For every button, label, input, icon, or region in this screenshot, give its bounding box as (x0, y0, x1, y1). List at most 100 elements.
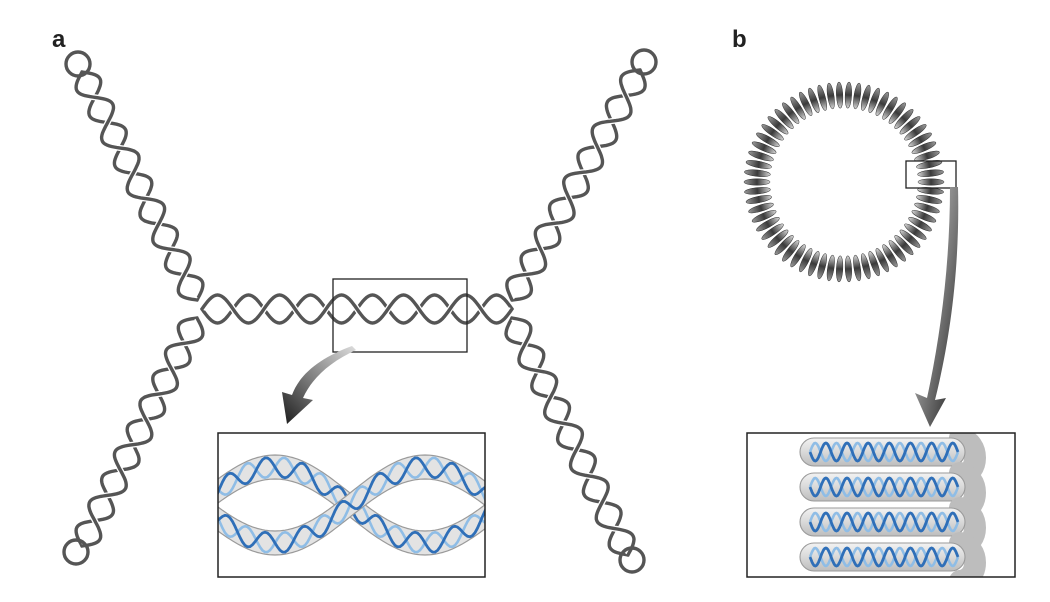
zoom-region-box-a (332, 278, 468, 353)
zoom-arrow-a (282, 346, 356, 424)
toroid-coil-turn (899, 229, 921, 248)
toroid-coil-turn (875, 248, 889, 273)
toroid-coil-turn (748, 202, 774, 214)
strand-halo (502, 316, 629, 558)
toroid-coil-turn (899, 116, 921, 135)
panel-label-a: a (52, 26, 66, 53)
toroid-coil-turn (904, 223, 927, 240)
arm-upper-left (73, 69, 206, 303)
toroid-coil-turn (817, 84, 827, 111)
strand-halo (511, 68, 649, 303)
toroid-coil-turn (836, 255, 844, 283)
toroid-coil-turn (767, 229, 789, 248)
toroid-coil-turn (761, 124, 784, 141)
toroid-coil-turn (751, 141, 777, 154)
strand-halo (81, 316, 206, 549)
zoom-arrow-b (915, 187, 959, 427)
toroid-coil-turn (882, 96, 898, 120)
toroid-coil-turn (861, 253, 871, 280)
toroidal-supercoil (743, 81, 945, 283)
strand (80, 316, 205, 548)
strand-halo (511, 315, 638, 557)
toroid-coil-turn (774, 235, 794, 256)
end-loop (62, 538, 90, 566)
toroid-coil-turn (767, 116, 789, 135)
strand (510, 68, 647, 302)
coil-row (799, 462, 986, 522)
zoom-region-box-b (905, 160, 957, 189)
toroid-coil-turn (868, 251, 880, 277)
toroid-coil-turn (853, 254, 862, 282)
toroid-coil-turn (826, 254, 835, 282)
toroid-coil-turn (808, 251, 820, 277)
coil-row (799, 532, 986, 577)
strand (200, 293, 514, 325)
dna-strand-front (808, 441, 960, 463)
toroid-coil-turn (774, 108, 794, 129)
strand (74, 70, 199, 302)
plectonemic-supercoil (62, 48, 658, 574)
toroid-coil-turn (914, 150, 940, 162)
toroid-coil-turn (888, 102, 906, 124)
toroid-coil-turn (748, 150, 774, 162)
strand (510, 316, 636, 557)
toroid-coil-turn (861, 84, 871, 111)
zoom-inset-b (746, 432, 1016, 578)
end-loop (630, 48, 658, 76)
toroid-coil-turn (853, 82, 862, 110)
dna-double-helix-inset-a (218, 454, 485, 556)
strand (504, 316, 630, 557)
arm-central (199, 291, 515, 327)
toroid-coil-turn (744, 169, 771, 177)
toroid-coil-turn (868, 87, 880, 113)
toroid-coil-turn (916, 195, 943, 204)
toroid-coil-turn (894, 108, 914, 129)
toroid-coil-turn (826, 82, 835, 110)
strand-halo (73, 315, 198, 548)
toroid-coil-turn (817, 253, 827, 280)
strand-halo (73, 70, 198, 303)
toroid-coil-turn (745, 160, 772, 169)
toroid-coil-turn (756, 217, 780, 232)
dna-strand-front (808, 511, 960, 533)
toroid-coil-turn (914, 202, 940, 214)
toroid-coil-turn (908, 217, 932, 232)
toroid-coil-turn (882, 244, 898, 268)
toroid-coil-turn (894, 235, 914, 256)
arm-lower-left (73, 315, 206, 549)
dna-strand-front (808, 476, 960, 498)
toroid-coil-turn (844, 81, 852, 109)
toroid-coil-turn (904, 124, 927, 141)
toroid-coil-turn (911, 210, 937, 223)
zoom-inset-a (217, 432, 486, 578)
toroid-coil-turn (808, 87, 820, 113)
toroid-coil-turn (744, 187, 771, 195)
toroid-coil-turn (751, 210, 777, 223)
panel-label-b: b (732, 26, 747, 53)
toroid-coil-turn (888, 240, 906, 262)
toroid-coil-turn (745, 195, 772, 204)
arm-lower-right (502, 315, 638, 558)
toroid-coil-turn (756, 132, 780, 147)
strand-halo (503, 67, 641, 302)
toroid-coil-turn (782, 240, 800, 262)
toroid-coil-turn (790, 96, 806, 120)
toroid-coil-turn (799, 91, 813, 116)
strand (74, 316, 199, 548)
end-loop (618, 546, 646, 574)
dna-coil-inset-b (799, 433, 986, 577)
end-loop (64, 50, 92, 78)
dna-strand-front (808, 546, 960, 568)
toroid-coil-turn (844, 255, 852, 283)
toroid-coil-turn (917, 178, 945, 186)
strand (80, 70, 205, 302)
toroid-coil-turn (911, 141, 937, 154)
toroid-coil-turn (790, 244, 806, 268)
strand (505, 68, 642, 302)
toroid-coil-turn (917, 169, 944, 177)
toroid-coil-turn (743, 178, 771, 186)
coil-connector (949, 532, 986, 577)
toroid-coil-turn (799, 248, 813, 273)
toroid-coil-turn (908, 132, 932, 147)
